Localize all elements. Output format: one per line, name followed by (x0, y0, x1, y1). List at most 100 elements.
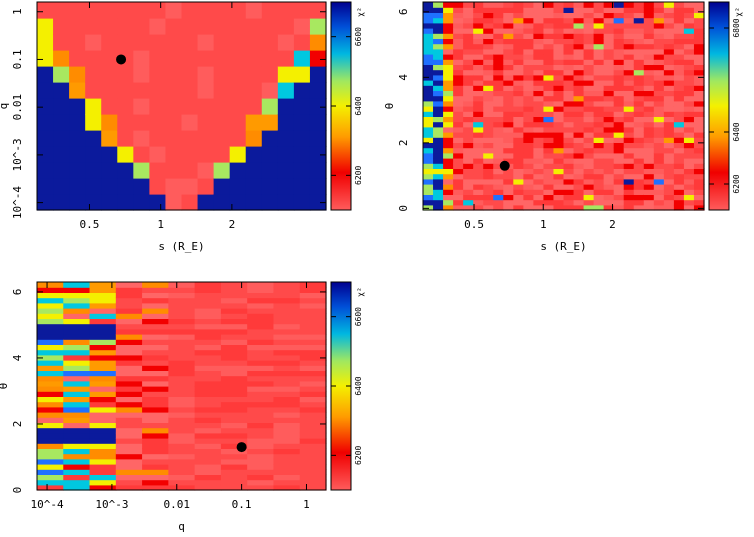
heatmap-cell (168, 287, 196, 293)
heatmap-cell (663, 199, 675, 206)
heatmap-cell (63, 417, 91, 423)
colorbar-tick-label: 6600 (354, 307, 363, 326)
heatmap-cell (181, 178, 199, 195)
heatmap-cell (197, 2, 215, 19)
heatmap-cell (423, 90, 434, 97)
heatmap-cell (533, 100, 545, 107)
heatmap-cell (220, 464, 248, 470)
heatmap-cell (273, 406, 301, 413)
heatmap-cell (543, 194, 555, 201)
plot-frame (422, 1, 705, 211)
heatmap-cell (423, 178, 434, 185)
heatmap-cell (69, 2, 86, 19)
heatmap-cell (533, 54, 545, 60)
heatmap-cell (220, 422, 248, 429)
heatmap-cell (663, 48, 675, 55)
heatmap-cell (673, 17, 685, 24)
heatmap-cell (503, 38, 514, 45)
heatmap-cell (53, 18, 70, 35)
heatmap-cell (503, 204, 514, 211)
heatmap-cell (453, 199, 464, 206)
heatmap-cell (593, 189, 605, 195)
x-axis-label: s (R_E) (158, 240, 204, 253)
heatmap-cell (220, 453, 248, 460)
heatmap-cell (583, 17, 595, 24)
heatmap-cell (493, 17, 504, 24)
heatmap-cell (613, 121, 625, 128)
heatmap-cell (293, 114, 311, 131)
heatmap-cell (673, 12, 685, 19)
heatmap-cell (533, 152, 545, 159)
heatmap-cell (623, 178, 635, 185)
heatmap-cell (117, 130, 134, 147)
heatmap-cell (613, 64, 625, 71)
heatmap-cell (142, 401, 169, 408)
heatmap-cell (623, 132, 635, 138)
heatmap-cell (117, 114, 134, 131)
heatmap-cell (523, 69, 534, 76)
heatmap-cell (683, 184, 695, 190)
heatmap-cell (277, 178, 295, 195)
heatmap-cell (613, 74, 625, 81)
heatmap-cell (443, 189, 454, 195)
heatmap-cell (168, 318, 196, 325)
heatmap-cell (673, 85, 685, 91)
heatmap-cell (593, 152, 605, 159)
heatmap-cell (194, 360, 222, 366)
heatmap-cell (229, 114, 247, 131)
heatmap-cell (293, 50, 311, 67)
heatmap-cell (523, 106, 534, 112)
heatmap-cell (433, 85, 444, 91)
heatmap-cell (553, 12, 565, 19)
heatmap-cell (653, 126, 665, 133)
heatmap-cell (142, 443, 169, 449)
heatmap-cell (533, 194, 545, 201)
heatmap-cell (533, 74, 545, 81)
heatmap-cell (463, 48, 474, 55)
heatmap-cell (543, 121, 555, 128)
heatmap-cell (142, 292, 169, 299)
heatmap-cell (633, 2, 645, 8)
heatmap-cell (553, 95, 565, 102)
heatmap-cell (220, 427, 248, 434)
heatmap-cell (683, 194, 695, 201)
heatmap-cell (453, 189, 464, 195)
heatmap-cell (513, 158, 524, 164)
heatmap-cell (89, 396, 117, 403)
heatmap-cell (433, 33, 444, 39)
heatmap-cell (63, 328, 91, 335)
heatmap-cell (503, 17, 514, 24)
heatmap-cell (603, 116, 615, 123)
heatmap-cell (673, 142, 685, 149)
heatmap-cell (149, 146, 167, 163)
heatmap-cell (563, 163, 575, 169)
heatmap-cell (273, 469, 301, 475)
heatmap-cell (663, 116, 675, 123)
heatmap-cell (101, 34, 118, 51)
heatmap-cell (513, 116, 524, 123)
heatmap-cell (503, 28, 514, 34)
heatmap-cell (583, 43, 595, 50)
heatmap-cell (89, 448, 117, 455)
heatmap-cell (563, 100, 575, 107)
heatmap-cell (247, 297, 275, 304)
heatmap-cell (493, 74, 504, 81)
heatmap-cell (69, 162, 86, 179)
heatmap-cell (453, 43, 464, 50)
heatmap-cell (453, 69, 464, 76)
heatmap-cell (463, 168, 474, 175)
heatmap-cell (220, 323, 248, 330)
heatmap-cell (673, 2, 685, 8)
heatmap-cell (523, 178, 534, 185)
best-fit-marker (116, 54, 127, 65)
heatmap-cell (563, 199, 575, 206)
heatmap-cell (683, 90, 695, 97)
heatmap-cell (433, 173, 444, 180)
heatmap-cell (197, 162, 215, 179)
heatmap-cell (543, 116, 555, 123)
heatmap-cell (142, 391, 169, 397)
heatmap-cell (443, 184, 454, 190)
heatmap-cell (133, 82, 150, 99)
heatmap-cell (543, 90, 555, 97)
heatmap-cell (273, 386, 301, 392)
